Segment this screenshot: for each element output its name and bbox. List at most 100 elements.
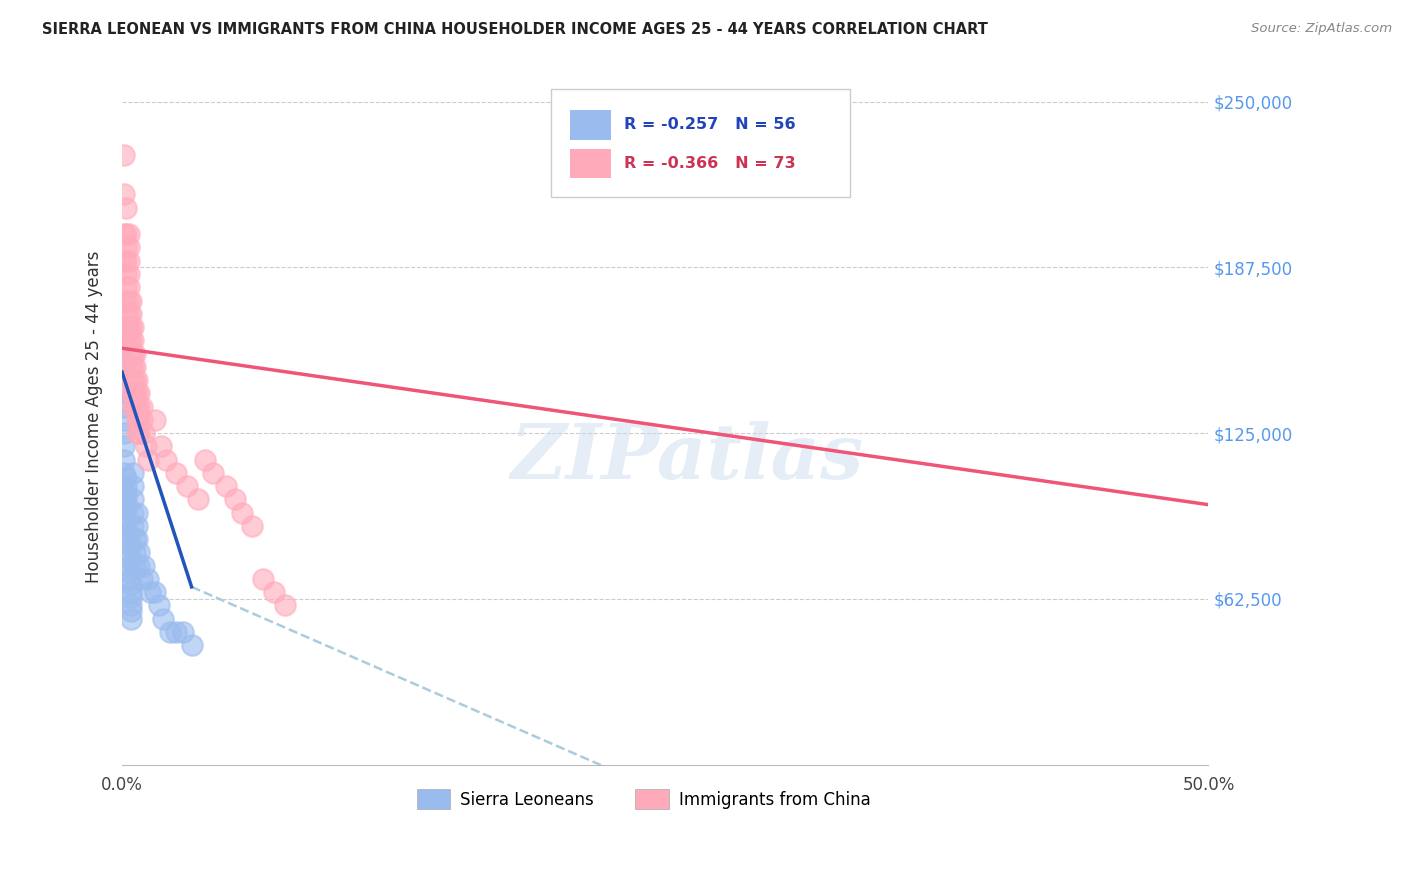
Point bbox=[122, 333, 145, 347]
Point bbox=[117, 227, 139, 242]
Point bbox=[139, 585, 162, 599]
Point bbox=[165, 624, 187, 639]
Point bbox=[124, 373, 146, 387]
Point bbox=[115, 320, 138, 334]
Point bbox=[117, 253, 139, 268]
Point bbox=[112, 338, 135, 352]
Point bbox=[124, 400, 146, 414]
Point bbox=[112, 386, 135, 401]
Point bbox=[122, 359, 145, 374]
Point bbox=[131, 413, 153, 427]
FancyBboxPatch shape bbox=[551, 89, 851, 197]
Point bbox=[127, 400, 149, 414]
Point bbox=[122, 492, 145, 507]
Point bbox=[112, 452, 135, 467]
Point bbox=[120, 359, 142, 374]
Point bbox=[143, 413, 166, 427]
Point bbox=[112, 328, 135, 343]
Point bbox=[117, 240, 139, 254]
Point bbox=[127, 506, 149, 520]
Point bbox=[136, 572, 159, 586]
Point bbox=[117, 320, 139, 334]
Point bbox=[120, 386, 142, 401]
Point bbox=[120, 346, 142, 360]
Point bbox=[112, 439, 135, 453]
Point bbox=[115, 479, 138, 493]
Point bbox=[112, 147, 135, 161]
Point bbox=[132, 558, 155, 573]
Point bbox=[112, 413, 135, 427]
Point bbox=[112, 359, 135, 374]
Point bbox=[122, 373, 145, 387]
Point bbox=[112, 227, 135, 242]
Text: R = -0.257   N = 56: R = -0.257 N = 56 bbox=[624, 117, 796, 132]
Point bbox=[112, 400, 135, 414]
Point bbox=[112, 426, 135, 441]
Point bbox=[120, 604, 142, 618]
Point bbox=[117, 558, 139, 573]
Text: SIERRA LEONEAN VS IMMIGRANTS FROM CHINA HOUSEHOLDER INCOME AGES 25 - 44 YEARS CO: SIERRA LEONEAN VS IMMIGRANTS FROM CHINA … bbox=[42, 22, 988, 37]
Point bbox=[148, 599, 170, 613]
Point bbox=[115, 519, 138, 533]
Point bbox=[180, 638, 202, 652]
Point bbox=[112, 187, 135, 202]
Point bbox=[124, 359, 146, 374]
Y-axis label: Householder Income Ages 25 - 44 years: Householder Income Ages 25 - 44 years bbox=[86, 251, 103, 582]
Point bbox=[128, 400, 150, 414]
Point bbox=[131, 572, 153, 586]
Point bbox=[128, 545, 150, 559]
Point bbox=[115, 227, 138, 242]
Text: ZIPatlas: ZIPatlas bbox=[510, 421, 863, 495]
Point bbox=[124, 545, 146, 559]
Point bbox=[120, 320, 142, 334]
Point bbox=[120, 333, 142, 347]
Point bbox=[127, 373, 149, 387]
Point bbox=[115, 471, 138, 485]
Point bbox=[124, 346, 146, 360]
Point bbox=[122, 479, 145, 493]
Point bbox=[120, 591, 142, 605]
FancyBboxPatch shape bbox=[569, 110, 612, 139]
Point bbox=[112, 466, 135, 480]
Point bbox=[135, 439, 157, 453]
Point bbox=[172, 624, 194, 639]
Point bbox=[274, 599, 297, 613]
Point bbox=[117, 537, 139, 551]
Text: Source: ZipAtlas.com: Source: ZipAtlas.com bbox=[1251, 22, 1392, 36]
Point bbox=[122, 466, 145, 480]
Point bbox=[128, 413, 150, 427]
Point bbox=[117, 267, 139, 281]
Point bbox=[115, 267, 138, 281]
Point bbox=[122, 320, 145, 334]
Point bbox=[143, 585, 166, 599]
Point bbox=[117, 545, 139, 559]
Point bbox=[115, 307, 138, 321]
Point bbox=[152, 612, 174, 626]
Point bbox=[115, 253, 138, 268]
Point bbox=[128, 386, 150, 401]
Point bbox=[115, 201, 138, 215]
Point bbox=[127, 532, 149, 546]
Point bbox=[115, 333, 138, 347]
Point bbox=[117, 572, 139, 586]
Point bbox=[117, 564, 139, 578]
Point bbox=[115, 526, 138, 541]
Point bbox=[252, 572, 274, 586]
Point bbox=[122, 400, 145, 414]
Point bbox=[120, 599, 142, 613]
Point bbox=[122, 506, 145, 520]
Point bbox=[263, 585, 285, 599]
Point bbox=[131, 400, 153, 414]
Point bbox=[176, 479, 198, 493]
Text: R = -0.366   N = 73: R = -0.366 N = 73 bbox=[624, 156, 796, 170]
Point bbox=[117, 307, 139, 321]
Point bbox=[159, 624, 181, 639]
Point bbox=[124, 532, 146, 546]
Point bbox=[120, 612, 142, 626]
Point bbox=[127, 413, 149, 427]
Point bbox=[117, 280, 139, 294]
Point bbox=[115, 498, 138, 512]
Point bbox=[120, 373, 142, 387]
Legend: Sierra Leoneans, Immigrants from China: Sierra Leoneans, Immigrants from China bbox=[411, 783, 877, 815]
Point bbox=[122, 519, 145, 533]
